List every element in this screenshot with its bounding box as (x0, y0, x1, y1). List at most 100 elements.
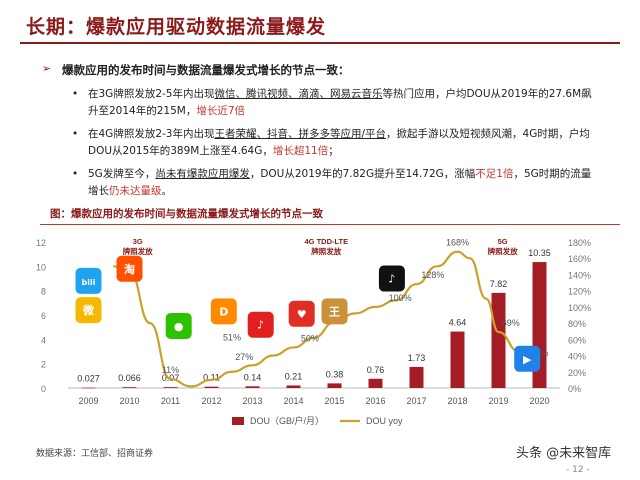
x-tick-label: 2012 (201, 396, 221, 406)
license-annotation: 牌照发放 (311, 246, 341, 256)
honor-of-kings-icon (321, 298, 348, 325)
bullet-text: 仍未达量级 (109, 185, 162, 197)
section-heading: ➢ 爆款应用的发布时间与数据流量爆发式增长的节点一致： (42, 62, 350, 78)
arrow-right-icon: ➢ (42, 62, 52, 75)
x-tick-label: 2020 (529, 396, 549, 406)
bar-label: 7.82 (490, 279, 508, 289)
license-annotation: 4G TDD-LTE (304, 237, 348, 246)
dou-chart: 0246810120%20%40%60%80%100%120%140%160%1… (36, 237, 591, 426)
x-tick-label: 2019 (488, 396, 508, 406)
bullet-item: 5G发牌至今，尚未有爆款应用爆发，DOU从2019年的7.82G提升至14.72… (72, 166, 592, 200)
yoy-label: 11% (162, 365, 179, 375)
yoy-label: 100% (389, 293, 412, 303)
figure-caption: 图：爆款应用的发布时间与数据流量爆发式增长的节点一致 (20, 206, 620, 225)
didi-icon (210, 298, 237, 325)
bullet-text: ； (328, 145, 339, 157)
bar (286, 385, 301, 388)
weibo-icon (75, 297, 102, 324)
legend-bar-swatch (232, 417, 244, 425)
youku-icon-glyph: bili (82, 278, 96, 287)
yoy-label: 27% (235, 352, 253, 362)
bar (491, 292, 506, 388)
y-tick-right: 100% (568, 303, 591, 313)
bar-label: 0.21 (285, 371, 303, 381)
y-tick-right: 60% (568, 335, 586, 345)
weibo-icon-glyph: 微 (82, 303, 95, 317)
bullet-text: 王者荣耀、抖音、拼多多等应用/平台 (214, 128, 387, 140)
figure-caption-rule (40, 224, 620, 225)
bar-label: 1.73 (408, 353, 426, 363)
x-tick-label: 2018 (447, 396, 467, 406)
bullet-list: 在3G牌照发放2-5年内出现微信、腾讯视频、滴滴、网易云音乐等热门应用，户均DO… (72, 86, 592, 206)
bullet-text: 在4G牌照发放2-3年内出现 (88, 128, 215, 140)
watermark: 头条 @未来智库 (516, 446, 612, 461)
yoy-label: 168% (446, 238, 469, 248)
netease-music-icon-glyph: ♪ (257, 319, 264, 332)
taobao-icon (116, 255, 143, 282)
bullet-text: 尚未有爆款应用爆发 (155, 168, 250, 180)
y-tick-right: 180% (568, 238, 591, 248)
title-bar: 长期：爆款应用驱动数据流量爆发 (0, 0, 640, 44)
x-tick-label: 2009 (78, 396, 98, 406)
bullet-text: 在3G牌照发放2-5年内出现 (88, 88, 215, 100)
taobao-icon-glyph: 淘 (124, 262, 135, 276)
bar (204, 386, 219, 388)
yoy-label: 50% (301, 333, 319, 343)
bar-label: 0.066 (118, 373, 141, 383)
y-tick-right: 0% (568, 384, 581, 394)
bullet-text: 增长近7倍 (196, 105, 246, 117)
x-tick-label: 2017 (406, 396, 426, 406)
bullet-item: 在3G牌照发放2-5年内出现微信、腾讯视频、滴滴、网易云音乐等热门应用，户均DO… (72, 86, 592, 120)
bar-label: 0.76 (367, 365, 385, 375)
bullet-text: 等热门应用，户均DOU从2019年的27.6M飙升至2014年的215M， (88, 88, 592, 117)
bar (450, 331, 465, 388)
bar (163, 387, 178, 388)
yoy-label: 128% (421, 270, 444, 280)
video-app-icon (514, 345, 541, 372)
bar-label: 10.35 (528, 248, 551, 258)
legend-bar-label: DOU（GB/户/月） (250, 415, 324, 426)
x-tick-label: 2013 (242, 396, 262, 406)
y-tick-right: 80% (568, 319, 586, 329)
bar (409, 366, 424, 388)
bullet-item: 在4G牌照发放2-3年内出现王者荣耀、抖音、拼多多等应用/平台，掀起手游以及短视… (72, 126, 592, 160)
legend-line-label: DOU yoy (366, 416, 403, 426)
bullet-text: 。 (161, 185, 173, 197)
bullet-text: 不足1倍 (475, 168, 514, 180)
y-tick-right: 160% (568, 254, 591, 264)
bullet-text: ，5G时期的流量增长 (88, 168, 592, 197)
pinduoduo-icon-glyph: ♥ (297, 308, 307, 321)
license-annotation: 牌照发放 (123, 246, 153, 256)
bullet-text: 增长超11倍 (272, 145, 329, 157)
tiktok-icon-glyph: ♪ (388, 273, 395, 286)
yoy-label: 69% (502, 318, 520, 328)
bar (122, 387, 137, 388)
x-tick-label: 2011 (161, 396, 180, 406)
y-tick-left: 12 (36, 238, 46, 248)
license-annotation: 3G (133, 237, 143, 246)
bar (327, 383, 342, 388)
figure-caption-text: 图：爆款应用的发布时间与数据流量爆发式增长的节点一致 (50, 208, 323, 220)
title-divider (20, 42, 620, 44)
x-tick-label: 2015 (324, 396, 344, 406)
y-tick-left: 0 (41, 384, 46, 394)
wechat-icon-glyph: ● (174, 320, 184, 333)
x-tick-label: 2014 (283, 396, 303, 406)
y-tick-right: 140% (568, 270, 591, 280)
license-annotation: 5G (498, 237, 508, 246)
y-tick-right: 120% (568, 287, 591, 297)
wechat-icon (165, 312, 192, 339)
bullet-text: ，掀起手游以及短视频风潮，4G时期，户均DOU从2015年的389M上涨至4.6… (88, 128, 590, 157)
bar-label: 0.14 (244, 372, 262, 382)
y-tick-left: 4 (41, 335, 46, 345)
x-tick-label: 2016 (365, 396, 385, 406)
yoy-label: 51% (223, 333, 241, 343)
page-title: 长期：爆款应用驱动数据流量爆发 (26, 16, 327, 38)
section-heading-text: 爆款应用的发布时间与数据流量爆发式增长的节点一致： (62, 63, 350, 77)
bar (245, 386, 260, 388)
didi-icon-glyph: D (219, 305, 228, 318)
y-tick-right: 40% (568, 352, 586, 362)
bar-label: 4.64 (449, 318, 467, 328)
x-tick-label: 2010 (119, 396, 139, 406)
bar-label: 0.38 (326, 369, 344, 379)
